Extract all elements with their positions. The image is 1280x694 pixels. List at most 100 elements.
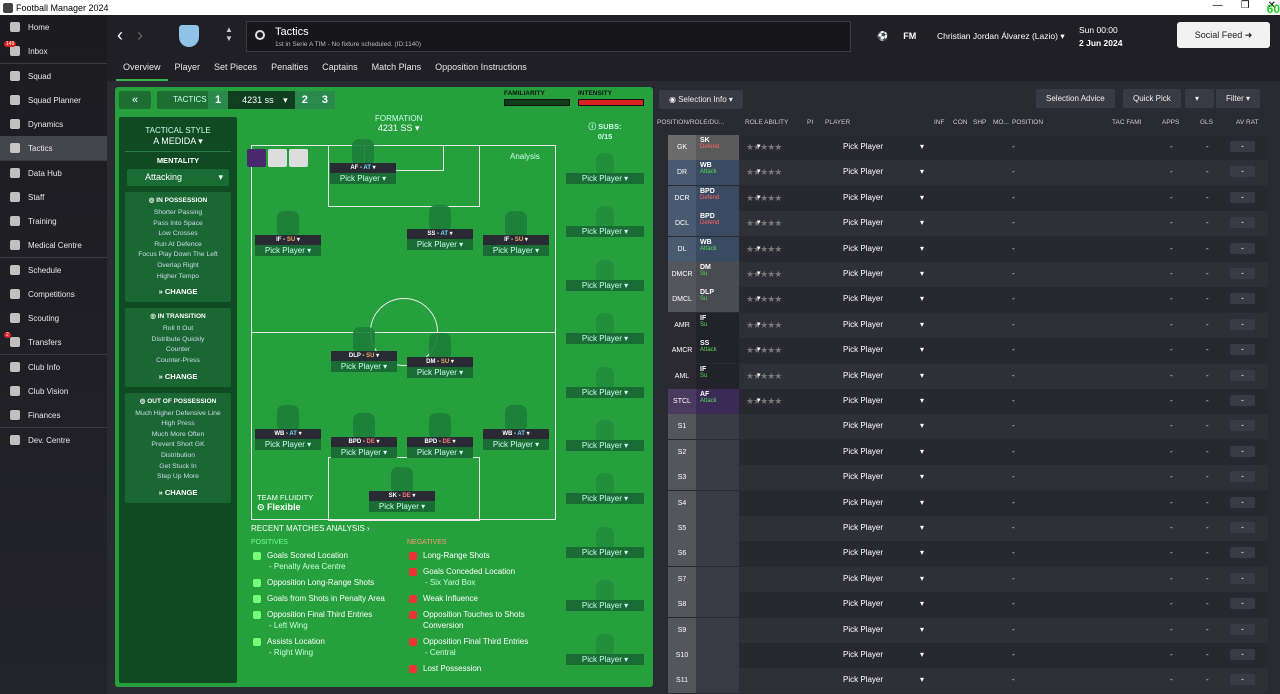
player-role[interactable]: DLP - SU ▾ bbox=[331, 351, 397, 361]
sidebar-item-home[interactable]: Home bbox=[0, 15, 107, 39]
role-cell[interactable]: BPD Defend ▾ bbox=[696, 211, 761, 237]
column-header[interactable]: INF bbox=[934, 119, 945, 126]
quick-pick-dropdown[interactable]: ▾ bbox=[1185, 89, 1214, 108]
pick-player-dropdown[interactable]: Pick Player ▾ bbox=[331, 361, 397, 372]
player-role[interactable]: BPD - DE ▾ bbox=[407, 437, 473, 447]
change-button[interactable]: » CHANGE bbox=[158, 487, 198, 497]
table-row[interactable]: S2 Pick Player - - - - bbox=[668, 439, 1268, 465]
table-row[interactable]: S3 Pick Player - - - - bbox=[668, 465, 1268, 491]
role-cell[interactable]: WB Attack ▾ bbox=[696, 236, 761, 262]
sidebar-item-training[interactable]: Training bbox=[0, 209, 107, 233]
sidebar-item-finances[interactable]: Finances bbox=[0, 403, 107, 427]
pick-player-dropdown[interactable]: Pick Player ▾ bbox=[566, 440, 644, 451]
pick-player-dropdown[interactable]: Pick Player bbox=[843, 675, 924, 684]
sidebar-item-competitions[interactable]: Competitions bbox=[0, 282, 107, 306]
column-header[interactable]: TAC FAMI bbox=[1112, 119, 1142, 126]
role-cell[interactable] bbox=[696, 643, 739, 668]
sidebar-item-scouting[interactable]: Scouting bbox=[0, 306, 107, 330]
column-header[interactable]: PLAYER bbox=[825, 119, 851, 126]
pick-player-dropdown[interactable]: Pick Player ▾ bbox=[483, 439, 549, 450]
pick-player-dropdown[interactable]: Pick Player bbox=[843, 447, 924, 456]
sidebar-item-dev-centre[interactable]: Dev. Centre bbox=[0, 428, 107, 452]
pick-player-dropdown[interactable]: Pick Player ▾ bbox=[407, 447, 473, 458]
sidebar-item-dynamics[interactable]: Dynamics bbox=[0, 112, 107, 136]
table-row[interactable]: S9 Pick Player - - - - bbox=[668, 617, 1268, 643]
club-crest[interactable] bbox=[179, 25, 199, 47]
pick-player-dropdown[interactable]: Pick Player bbox=[843, 498, 924, 507]
table-row[interactable]: S1 Pick Player - - - - bbox=[668, 414, 1268, 440]
info-view-icon[interactable] bbox=[289, 149, 308, 167]
sub-slot[interactable]: Pick Player ▾ bbox=[560, 206, 650, 246]
pick-player-dropdown[interactable]: Pick Player bbox=[843, 320, 924, 329]
pick-player-dropdown[interactable]: Pick Player ▾ bbox=[369, 501, 435, 512]
player-slot[interactable]: WB - AT ▾ Pick Player ▾ bbox=[483, 405, 549, 450]
search-box[interactable]: Tactics 1st in Serie A TIM - No fixture … bbox=[246, 21, 851, 52]
selection-info-dropdown[interactable]: ◉ Selection Info ▾ bbox=[659, 90, 743, 109]
pick-player-dropdown[interactable]: Pick Player ▾ bbox=[331, 447, 397, 458]
formation-dropdown[interactable]: 4231 ss ▾ bbox=[228, 91, 295, 109]
sidebar-item-staff[interactable]: Staff bbox=[0, 185, 107, 209]
column-header[interactable]: PI bbox=[807, 119, 814, 126]
pick-player-dropdown[interactable]: Pick Player bbox=[843, 142, 924, 151]
role-cell[interactable] bbox=[696, 414, 739, 440]
pick-player-dropdown[interactable]: Pick Player bbox=[843, 625, 924, 634]
pick-player-dropdown[interactable]: Pick Player ▾ bbox=[483, 245, 549, 256]
formation-value[interactable]: 4231 SS ▾ bbox=[377, 123, 420, 133]
pick-player-dropdown[interactable]: Pick Player bbox=[843, 244, 924, 253]
familiarity-bar[interactable] bbox=[504, 99, 570, 106]
pick-player-dropdown[interactable]: Pick Player ▾ bbox=[566, 600, 644, 612]
recent-matches-analysis-link[interactable]: RECENT MATCHES ANALYSIS › bbox=[251, 524, 370, 533]
role-cell[interactable]: BPD Defend ▾ bbox=[696, 185, 761, 211]
player-slot[interactable]: WB - AT ▾ Pick Player ▾ bbox=[255, 405, 321, 450]
stats-view-icon[interactable] bbox=[268, 149, 287, 167]
role-cell[interactable] bbox=[696, 566, 739, 592]
tab-match-plans[interactable]: Match Plans bbox=[371, 62, 422, 72]
player-slot[interactable]: IF - SU ▾ Pick Player ▾ bbox=[255, 211, 321, 256]
role-cell[interactable]: WB Attack ▾ bbox=[696, 160, 761, 186]
table-row[interactable]: S10 Pick Player - - - - bbox=[668, 643, 1268, 668]
sidebar-item-schedule[interactable]: Schedule bbox=[0, 258, 107, 282]
maximize-icon[interactable]: ❐ bbox=[1240, 0, 1250, 11]
manager-name[interactable]: Christian Jordan Álvarez (Lazio) ▾ bbox=[937, 31, 1065, 41]
player-role[interactable]: WB - AT ▾ bbox=[255, 429, 321, 439]
player-role[interactable]: SK - DE ▾ bbox=[369, 491, 435, 501]
sidebar-item-club-vision[interactable]: Club Vision bbox=[0, 379, 107, 403]
instructions-view-icon[interactable] bbox=[247, 149, 266, 167]
pick-player-dropdown[interactable]: Pick Player bbox=[843, 396, 924, 405]
filter-button[interactable]: Filter ▾ bbox=[1216, 89, 1261, 108]
role-cell[interactable]: AF Attack ▾ bbox=[696, 389, 761, 414]
table-row[interactable]: S8 Pick Player - - - - bbox=[668, 592, 1268, 618]
player-slot[interactable]: DM - SU ▾ Pick Player ▾ bbox=[407, 333, 473, 378]
pick-player-dropdown[interactable]: Pick Player bbox=[843, 548, 924, 557]
sub-slot[interactable]: Pick Player ▾ bbox=[560, 580, 650, 620]
table-row[interactable]: S11 Pick Player - - - - bbox=[668, 668, 1268, 694]
role-cell[interactable]: IF Su ▾ bbox=[696, 363, 761, 389]
column-header[interactable]: GLS bbox=[1200, 119, 1214, 126]
pick-player-dropdown[interactable]: Pick Player bbox=[843, 269, 924, 278]
social-feed-button[interactable]: Social Feed ➜ bbox=[1177, 22, 1270, 48]
selection-advice-button[interactable]: Selection Advice bbox=[1036, 89, 1115, 108]
pick-player-dropdown[interactable]: Pick Player bbox=[843, 523, 924, 532]
sub-slot[interactable]: Pick Player ▾ bbox=[560, 313, 650, 353]
player-slot[interactable]: BPD - DE ▾ Pick Player ▾ bbox=[407, 413, 473, 458]
pick-player-dropdown[interactable]: Pick Player ▾ bbox=[566, 279, 644, 291]
tab-penalties[interactable]: Penalties bbox=[271, 62, 309, 72]
change-button[interactable]: » CHANGE bbox=[158, 371, 198, 381]
pick-player-dropdown[interactable]: Pick Player ▾ bbox=[566, 333, 644, 345]
sidebar-item-inbox[interactable]: Inbox 149 bbox=[0, 39, 107, 63]
tactic-slot-1[interactable]: 1 bbox=[208, 91, 229, 109]
intensity-bar[interactable] bbox=[578, 99, 644, 106]
player-role[interactable]: BPD - DE ▾ bbox=[331, 437, 397, 447]
tab-captains[interactable]: Captains bbox=[322, 62, 358, 72]
role-cell[interactable] bbox=[696, 516, 739, 541]
player-slot[interactable]: AF - AT ▾ Pick Player ▾ bbox=[330, 139, 396, 184]
tab-opposition-instructions[interactable]: Opposition Instructions bbox=[435, 62, 527, 72]
pick-player-dropdown[interactable]: Pick Player ▾ bbox=[255, 439, 321, 450]
